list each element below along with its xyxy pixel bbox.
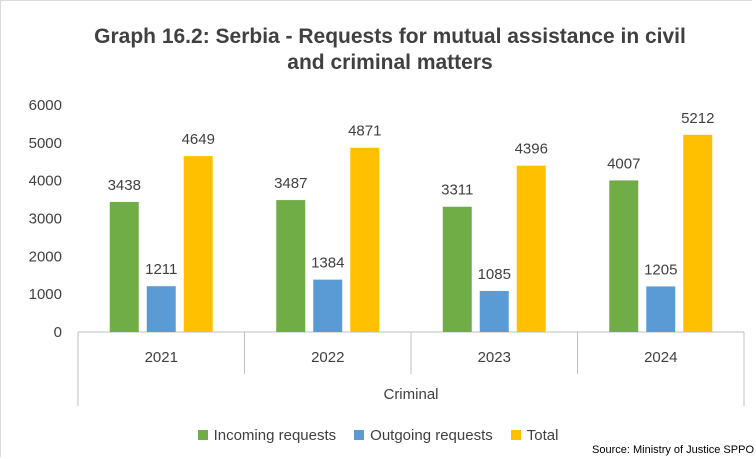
legend-swatch — [197, 430, 208, 440]
bar-outgoing-requests — [646, 286, 676, 332]
bar-incoming-requests — [276, 200, 306, 332]
legend-label: Outgoing requests — [370, 426, 493, 444]
x-group-label: Criminal — [383, 386, 438, 403]
bar-outgoing-requests — [479, 290, 509, 332]
data-label: 3438 — [108, 177, 141, 194]
y-tick-label: 0 — [54, 324, 62, 341]
y-tick-label: 5000 — [29, 135, 62, 152]
bar-incoming-requests — [609, 180, 639, 332]
chart-title-line-2: and criminal matters — [287, 51, 493, 74]
x-tick-label: 2023 — [478, 349, 511, 366]
x-tick-label: 2021 — [145, 349, 178, 366]
bar-total — [183, 156, 213, 332]
bar-incoming-requests — [109, 201, 139, 332]
y-tick-label: 1000 — [29, 286, 62, 303]
bar-total — [516, 165, 546, 332]
legend: Incoming requests Outgoing requests Total — [0, 426, 756, 444]
data-label: 1205 — [644, 261, 677, 278]
data-label: 3311 — [441, 182, 473, 199]
bar-total — [350, 147, 380, 332]
bar-total — [683, 134, 713, 332]
bar-incoming-requests — [442, 206, 472, 332]
legend-label: Incoming requests — [213, 426, 337, 444]
data-label: 1211 — [145, 261, 177, 278]
y-tick-label: 4000 — [29, 173, 62, 190]
y-tick-label: 6000 — [29, 97, 62, 114]
source-note: Source: Ministry of Justice SPPO — [592, 444, 754, 456]
x-tick-label: 2022 — [311, 349, 344, 366]
data-label: 3487 — [274, 175, 307, 192]
data-label: 5212 — [681, 110, 714, 127]
data-label: 1384 — [311, 255, 344, 272]
data-label: 4396 — [515, 141, 548, 158]
y-tick-label: 2000 — [29, 248, 62, 265]
bar-outgoing-requests — [146, 286, 176, 332]
legend-swatch — [354, 430, 365, 440]
data-label: 4871 — [348, 123, 381, 140]
legend-swatch — [510, 430, 521, 440]
legend-item: Total — [510, 426, 559, 444]
x-tick-label: 2024 — [644, 349, 677, 366]
data-label: 4649 — [182, 131, 215, 148]
y-tick-label: 3000 — [29, 211, 62, 228]
data-label: 4007 — [607, 155, 640, 172]
data-label: 1085 — [478, 266, 511, 283]
legend-item: Incoming requests — [197, 426, 337, 444]
chart-title-line-1: Graph 16.2: Serbia - Requests for mutual… — [94, 25, 686, 48]
legend-label: Total — [526, 426, 559, 444]
legend-item: Outgoing requests — [354, 427, 493, 444]
chart-title: Graph 16.2: Serbia - Requests for mutual… — [40, 24, 740, 76]
bar-outgoing-requests — [313, 279, 343, 332]
